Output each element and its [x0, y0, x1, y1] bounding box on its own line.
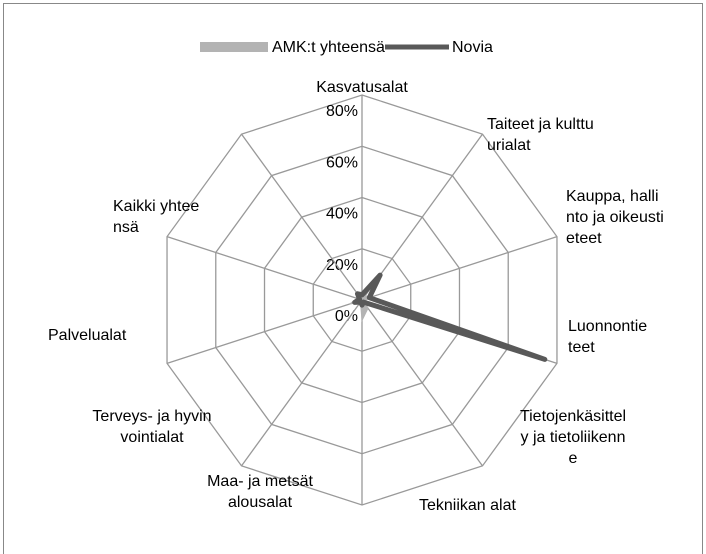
spoke [240, 299, 363, 467]
legend-swatch [200, 42, 268, 52]
spoke [166, 299, 363, 364]
spoke [361, 236, 558, 301]
legend-label: Novia [452, 39, 493, 56]
category-label: Kasvatusalat [316, 79, 408, 96]
spoke [361, 299, 484, 467]
y-tick-label: 80% [326, 103, 358, 120]
category-label: Luonnontieteet [568, 318, 648, 356]
category-label: Terveys- ja hyvinvointialat [92, 408, 212, 446]
spoke [361, 133, 484, 301]
y-tick-label: 60% [326, 154, 358, 171]
frame [3, 3, 703, 554]
y-tick-label: 40% [326, 206, 358, 223]
category-label: Taiteet ja kulttuurialat [487, 116, 594, 154]
category-label: Tietojenkäsittely ja tietoliikenne [519, 408, 627, 467]
legend-label: AMK:t yhteensä [272, 39, 385, 56]
spoke [166, 236, 363, 301]
category-label: Tekniikan alat [419, 497, 516, 514]
spoke [240, 133, 363, 301]
category-label: Palvelualat [48, 327, 127, 344]
category-label: Kaikki yhteensä [113, 198, 200, 236]
series-line [352, 272, 548, 362]
category-label: Maa- ja metsätalousalat [207, 473, 313, 511]
category-label: Kauppa, hallinto ja oikeustieteet [566, 188, 664, 247]
